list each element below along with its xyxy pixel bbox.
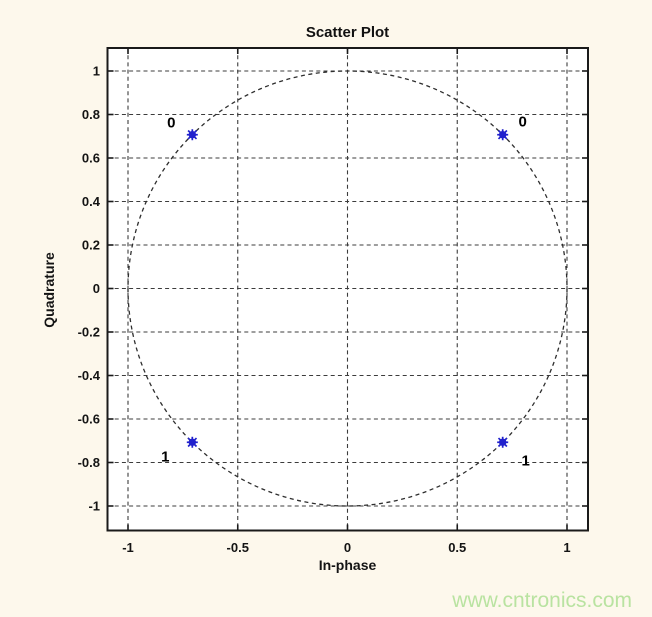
x-tick-label: 0.5 (448, 540, 466, 555)
point-symbol-label: 1 (161, 448, 169, 465)
y-tick-label: -0.4 (78, 368, 101, 383)
point-symbol-label: 0 (519, 114, 527, 131)
y-tick-label: 0 (93, 281, 100, 296)
y-tick-label: -0.6 (78, 412, 100, 427)
point-symbol-label: 1 (522, 452, 530, 469)
x-tick-label: -0.5 (227, 540, 249, 555)
watermark: www.cntronics.com (451, 589, 632, 612)
y-tick-label: -0.8 (78, 455, 100, 470)
x-tick-label: -1 (122, 540, 134, 555)
x-tick-labels: -1 -0.5 0 0.5 1 (122, 540, 570, 555)
x-axis-label: In-phase (319, 557, 377, 573)
data-point (186, 436, 198, 448)
chart-title: Scatter Plot (306, 24, 389, 41)
marker-dot (498, 438, 507, 446)
plot-border (106, 47, 589, 532)
y-tick-label: 0.4 (82, 194, 101, 209)
y-axis-label: Quadrature (41, 252, 57, 328)
data-point (497, 436, 509, 448)
data-point (186, 129, 198, 141)
constellation-points: 0 0 1 1 (161, 114, 530, 470)
y-tick-label: 0.2 (82, 238, 100, 253)
y-tick-label: -1 (88, 499, 100, 514)
x-tick-label: 0 (344, 540, 351, 555)
y-tick-labels: -1 -0.8 -0.6 -0.4 -0.2 0 0.2 0.4 0.6 0.8 1 (78, 64, 101, 514)
marker-dot (188, 438, 197, 446)
y-tick-label: 0.6 (82, 151, 100, 166)
y-tick-label: -0.2 (78, 325, 100, 340)
unit-circle (127, 70, 568, 507)
point-symbol-label: 0 (167, 115, 175, 132)
y-tick-label: 1 (93, 64, 100, 79)
data-point (497, 129, 509, 141)
x-tick-label: 1 (563, 540, 570, 555)
y-tick-label: 0.8 (82, 107, 100, 122)
marker-dot (498, 131, 507, 139)
marker-dot (188, 131, 197, 139)
